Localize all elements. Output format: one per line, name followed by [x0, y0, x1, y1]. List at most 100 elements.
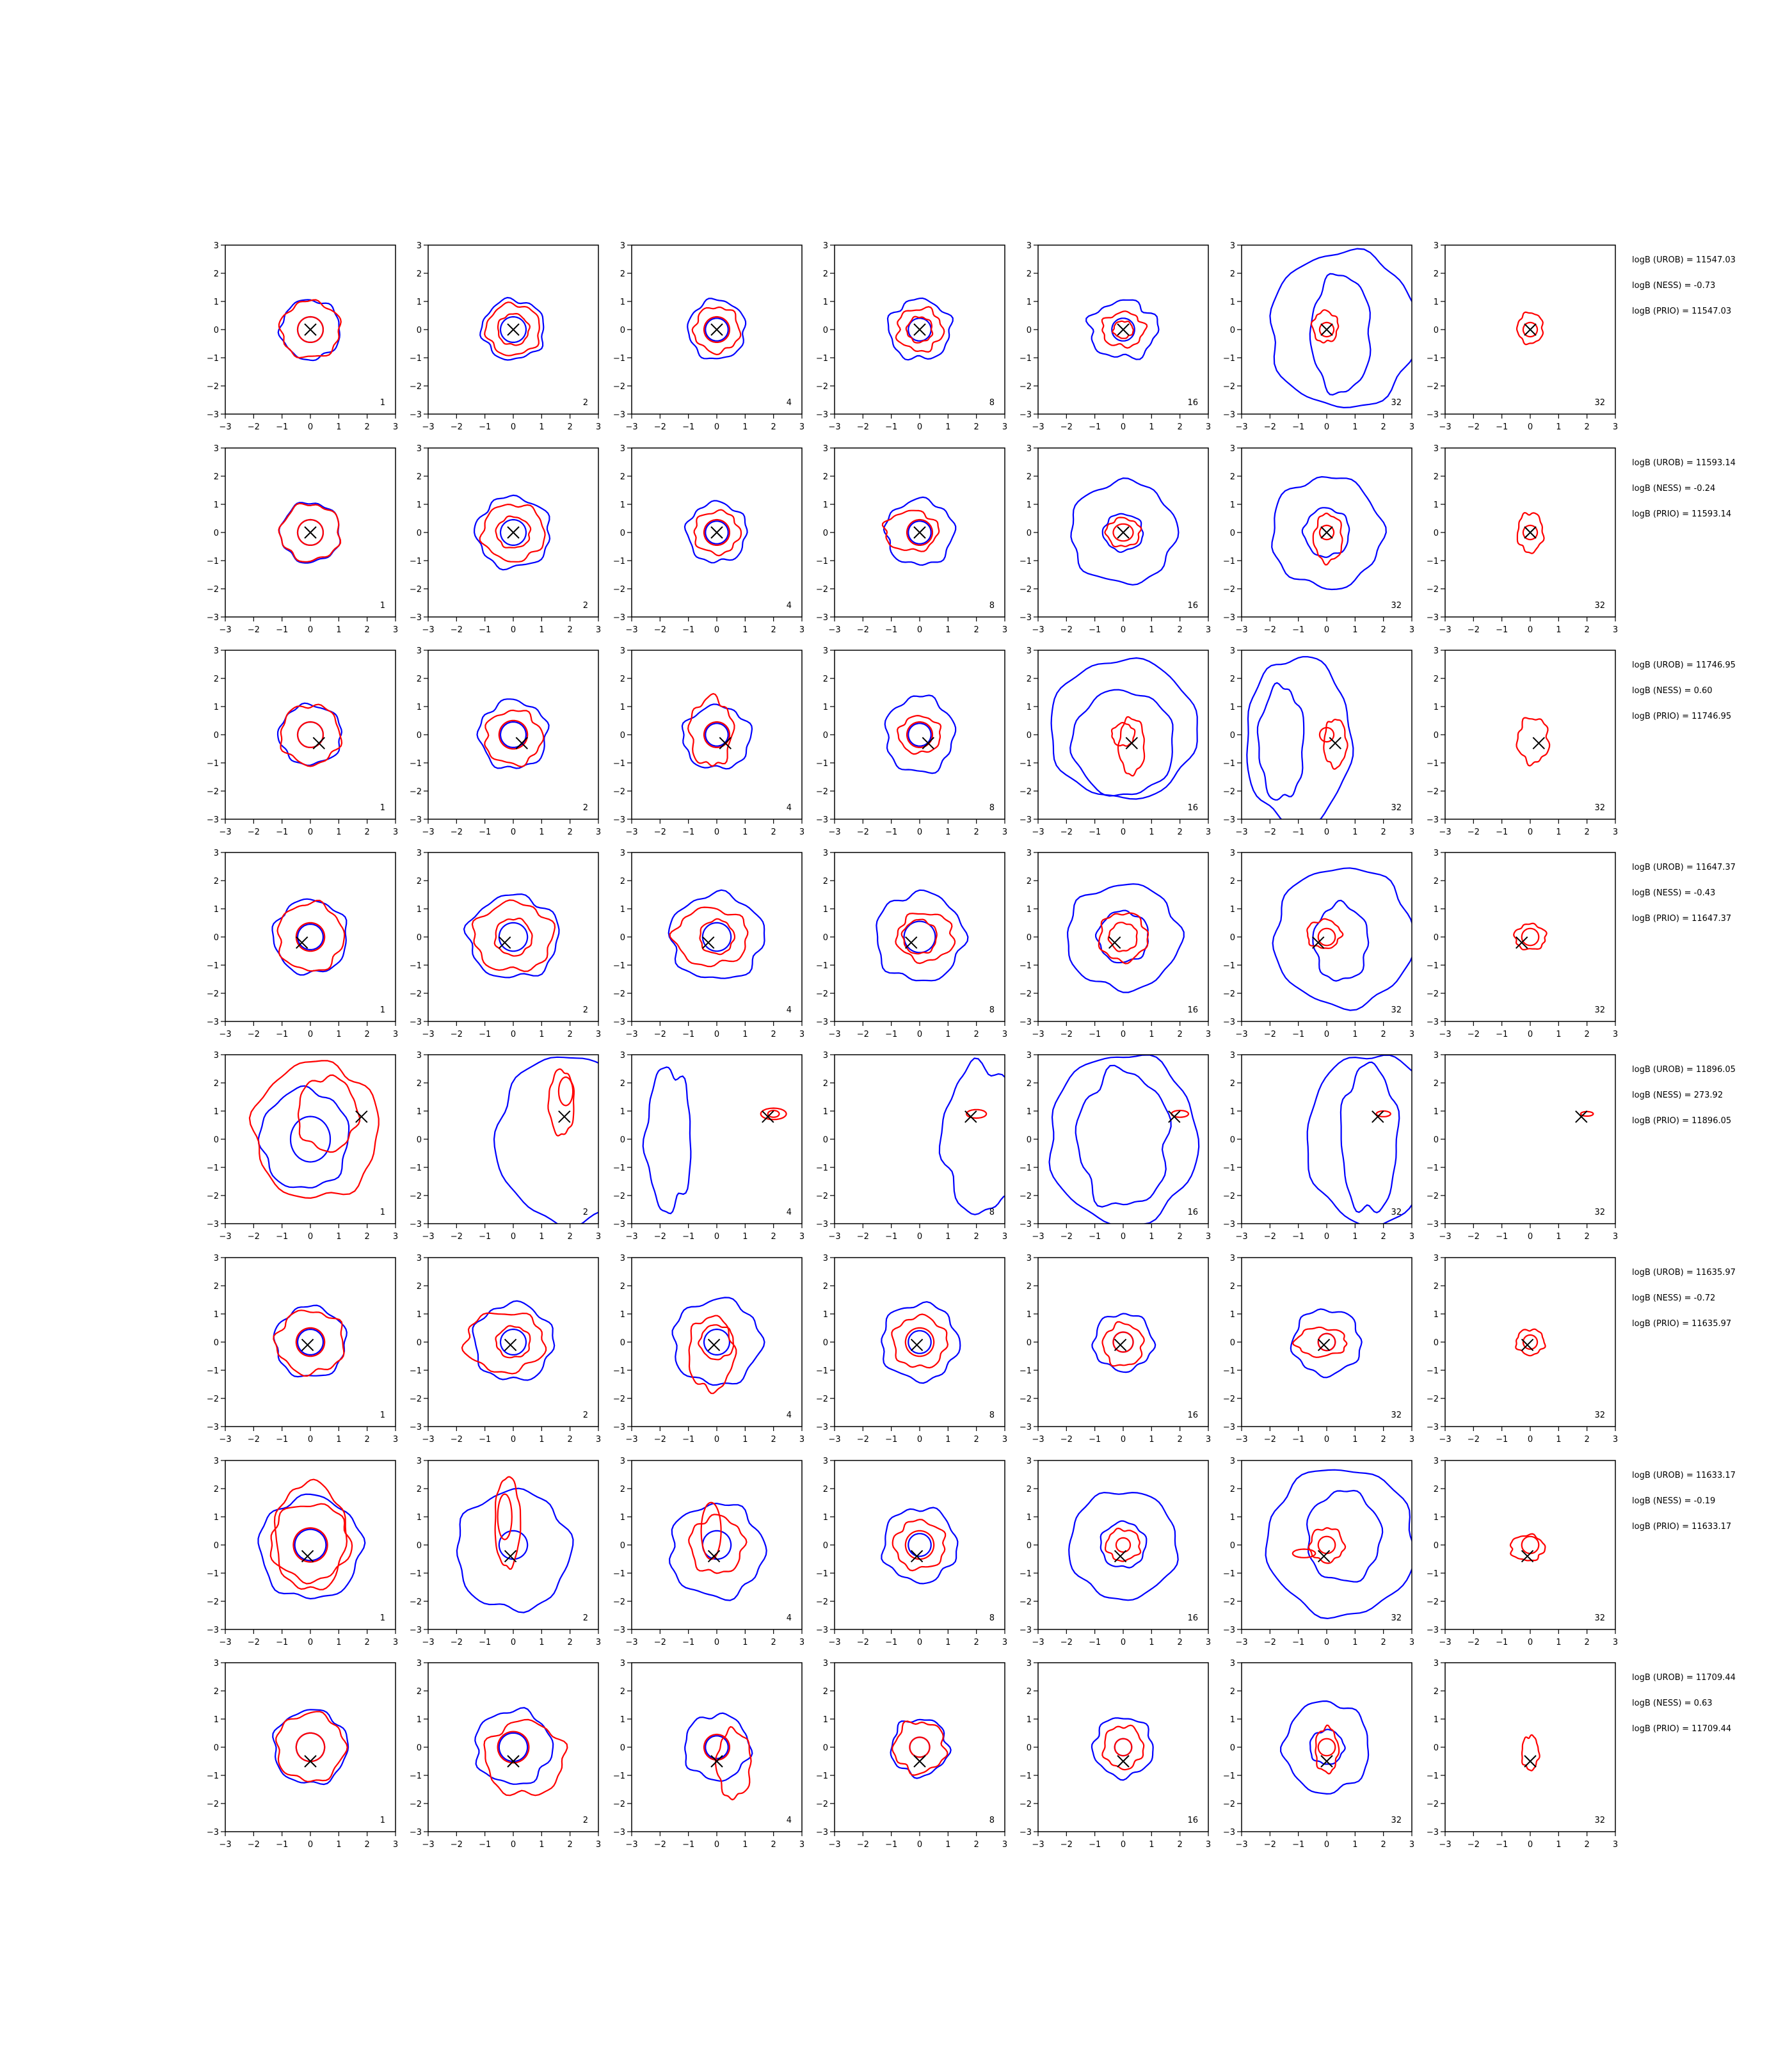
y-tick-label: −3 — [816, 815, 828, 825]
red-contour — [295, 1732, 326, 1763]
red-contour — [904, 1530, 935, 1560]
y-tick-label: 1 — [214, 1513, 219, 1523]
red-contour — [688, 1514, 748, 1574]
y-tick-label: 3 — [620, 1659, 625, 1668]
x-tick-label: 2 — [974, 1232, 979, 1242]
red-contour — [483, 1718, 568, 1796]
y-tick-label: 2 — [1230, 472, 1235, 482]
x-tick-label: −2 — [1264, 1638, 1276, 1647]
x-tick-label: −3 — [219, 1435, 231, 1444]
blue-contour — [1272, 867, 1412, 1011]
panel-annotation: 32 — [1391, 1816, 1402, 1825]
y-tick-label: 0 — [417, 326, 422, 335]
x-tick-label: 0 — [1324, 1840, 1329, 1850]
x-tick-label: −2 — [654, 1232, 666, 1242]
x-tick-label: −1 — [276, 1840, 288, 1850]
blue-contour — [687, 298, 747, 360]
y-tick-label: −3 — [1223, 1018, 1235, 1027]
x-tick-label: 3 — [1409, 422, 1414, 432]
blue-contour — [1340, 1061, 1400, 1213]
axes-frame — [834, 1662, 1005, 1832]
y-tick-label: 3 — [1027, 241, 1032, 251]
x-tick-label: −3 — [625, 422, 637, 432]
y-tick-label: 2 — [1434, 269, 1439, 279]
x-tick-label: −3 — [1032, 1638, 1044, 1647]
y-tick-label: 3 — [1027, 849, 1032, 858]
y-tick-label: 3 — [1434, 1254, 1439, 1263]
y-tick-label: −2 — [410, 1395, 422, 1404]
x-tick-label: −2 — [857, 1435, 869, 1444]
y-tick-label: −2 — [613, 585, 625, 595]
x-marker — [1521, 1338, 1534, 1352]
y-tick-label: −3 — [613, 1423, 625, 1432]
red-contour — [1317, 927, 1336, 947]
y-tick-label: −2 — [816, 787, 828, 797]
red-contour — [966, 1108, 988, 1119]
stat-line: logB (UROB) = 11633.17 — [1632, 1471, 1736, 1480]
x-tick-label: −3 — [1235, 828, 1247, 837]
y-tick-label: 2 — [1434, 1079, 1439, 1089]
x-tick-label: 2 — [974, 1638, 979, 1647]
y-tick-label: 0 — [417, 933, 422, 943]
blue-contour — [296, 1328, 324, 1356]
x-tick-label: 2 — [1585, 422, 1590, 432]
x-tick-label: −1 — [1292, 625, 1304, 635]
x-tick-label: 2 — [568, 1638, 573, 1647]
red-contour — [1317, 1332, 1336, 1352]
y-tick-label: 1 — [1230, 905, 1235, 915]
x-tick-label: 0 — [714, 1435, 719, 1444]
x-tick-label: 2 — [1178, 1030, 1183, 1039]
panel-annotation: 8 — [989, 601, 995, 611]
y-tick-label: −2 — [1020, 382, 1032, 392]
red-contour — [497, 312, 531, 346]
y-tick-label: 2 — [417, 877, 422, 886]
y-tick-label: 0 — [1434, 731, 1439, 740]
x-tick-label: 0 — [1528, 1840, 1533, 1850]
y-tick-label: −2 — [1223, 585, 1235, 595]
x-marker — [964, 1110, 977, 1123]
y-tick-label: −1 — [613, 1569, 625, 1579]
panel-annotation: 2 — [583, 1208, 588, 1217]
y-tick-label: 0 — [1434, 1743, 1439, 1753]
blue-contour — [1050, 657, 1198, 800]
x-tick-label: −2 — [248, 1232, 260, 1242]
contour-group — [456, 1476, 574, 1613]
y-tick-label: −3 — [1020, 1220, 1032, 1229]
blue-contour — [289, 1116, 332, 1163]
x-tick-label: −3 — [1235, 422, 1247, 432]
red-contour — [1516, 512, 1545, 554]
x-tick-label: −3 — [1032, 1435, 1044, 1444]
x-tick-label: −2 — [1468, 625, 1480, 635]
y-tick-label: 0 — [1434, 1541, 1439, 1551]
x-tick-label: 3 — [393, 828, 398, 837]
axes-frame — [631, 1460, 803, 1630]
y-tick-label: 0 — [1434, 1338, 1439, 1348]
red-contour — [1516, 311, 1544, 346]
y-tick-label: 0 — [620, 1541, 625, 1551]
blue-contour — [1256, 682, 1305, 801]
red-contour — [296, 518, 324, 546]
x-tick-label: 3 — [1613, 1030, 1618, 1039]
y-tick-label: 3 — [823, 1051, 828, 1060]
y-tick-label: 3 — [1434, 849, 1439, 858]
blue-contour — [498, 1530, 529, 1560]
y-tick-label: 2 — [1434, 1282, 1439, 1292]
x-tick-label: −3 — [1235, 1435, 1247, 1444]
x-tick-label: 1 — [539, 625, 544, 635]
x-tick-label: 3 — [596, 828, 601, 837]
panel-r6-c2: −3−3 −2 −2 −1 −1 0 0 1 1 2 2 3 3 2 — [410, 1254, 601, 1444]
x-marker — [1117, 526, 1130, 539]
x-tick-label: 0 — [1324, 625, 1329, 635]
y-tick-label: −2 — [1427, 382, 1439, 392]
x-tick-label: 0 — [714, 422, 719, 432]
y-tick-label: −2 — [816, 1395, 828, 1404]
y-tick-label: −1 — [1223, 1164, 1235, 1173]
y-tick-label: 1 — [1027, 500, 1032, 510]
blue-contour — [881, 1300, 961, 1384]
y-tick-label: 3 — [823, 1457, 828, 1466]
x-tick-label: 2 — [1585, 1232, 1590, 1242]
x-marker — [304, 323, 317, 336]
x-tick-label: −1 — [479, 1638, 491, 1647]
x-tick-label: −2 — [1468, 1030, 1480, 1039]
panel-r8-c3: −3−3 −2 −2 −1 −1 0 0 1 1 2 2 3 3 4 — [613, 1659, 804, 1850]
